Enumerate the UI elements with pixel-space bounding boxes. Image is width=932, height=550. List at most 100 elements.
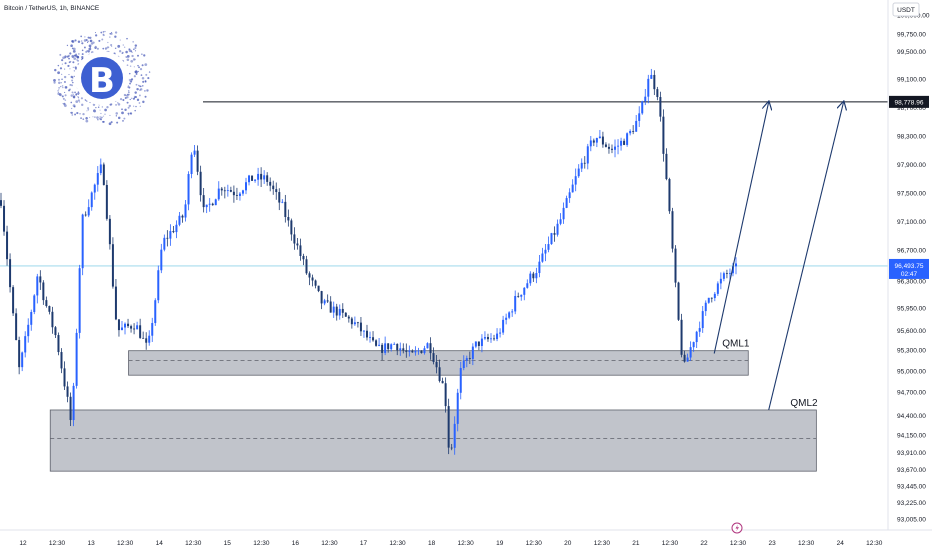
price-tick-label: 93,910.00 bbox=[897, 450, 926, 457]
candle-body bbox=[604, 144, 607, 147]
candle-body bbox=[471, 346, 474, 359]
time-tick-label: 24 bbox=[837, 540, 845, 547]
logo-sparkle bbox=[58, 89, 60, 91]
logo-sparkle bbox=[128, 93, 130, 96]
logo-sparkle bbox=[134, 58, 136, 61]
candle-body bbox=[217, 188, 220, 200]
logo-sparkle bbox=[135, 73, 138, 75]
logo-sparkle bbox=[129, 112, 131, 114]
candle-body bbox=[117, 319, 120, 331]
time-tick-label: 12:30 bbox=[458, 540, 475, 547]
candle-body bbox=[447, 406, 450, 448]
candle-body bbox=[586, 146, 589, 164]
logo-sparkle bbox=[64, 55, 67, 58]
candle-body bbox=[30, 312, 33, 325]
time-tick-label: 14 bbox=[156, 540, 164, 547]
candle-body bbox=[559, 219, 562, 224]
logo-sparkle bbox=[126, 37, 128, 40]
logo-sparkle bbox=[97, 106, 100, 108]
candle-body bbox=[275, 189, 278, 193]
current-price-text: 96,493.75 bbox=[895, 263, 924, 270]
time-tick-label: 12:30 bbox=[185, 540, 202, 547]
logo-sparkle bbox=[86, 49, 89, 52]
price-tick-label: 94,700.00 bbox=[897, 390, 926, 397]
candle-body bbox=[701, 311, 704, 329]
logo-sparkle bbox=[124, 46, 126, 48]
candle-body bbox=[716, 283, 719, 294]
logo-sparkle bbox=[70, 107, 73, 110]
currency-label: USDT bbox=[897, 7, 915, 14]
candle-body bbox=[426, 343, 429, 349]
candle-body bbox=[248, 175, 251, 183]
candle-body bbox=[287, 217, 290, 221]
logo-sparkle bbox=[132, 41, 134, 43]
logo-sparkle bbox=[81, 42, 84, 45]
price-tick-label: 99,750.00 bbox=[897, 32, 926, 39]
logo-sparkle bbox=[133, 97, 136, 99]
price-tick-label: 93,225.00 bbox=[897, 500, 926, 507]
logo-sparkle bbox=[144, 80, 147, 82]
time-tick-label: 12:30 bbox=[730, 540, 747, 547]
candle-body bbox=[69, 396, 72, 421]
logo-sparkle bbox=[99, 109, 101, 111]
candle-body bbox=[541, 253, 544, 262]
lines-layer bbox=[0, 101, 888, 267]
logo-sparkle bbox=[80, 35, 83, 38]
candle-body bbox=[526, 283, 529, 288]
logo-sparkle bbox=[53, 81, 56, 84]
bitcoin-logo: B bbox=[53, 30, 151, 126]
logo-sparkle bbox=[71, 40, 74, 43]
candle-body bbox=[359, 322, 362, 332]
candle-body bbox=[632, 131, 635, 132]
lightning-icon[interactable] bbox=[731, 522, 743, 534]
logo-sparkle bbox=[141, 64, 144, 67]
logo-sparkle bbox=[111, 45, 113, 47]
logo-sparkle bbox=[92, 103, 96, 107]
candle-body bbox=[66, 386, 69, 397]
logo-sparkle bbox=[64, 94, 67, 97]
logo-sparkle bbox=[64, 99, 67, 101]
candle-body bbox=[375, 340, 378, 346]
resistance-price-tag bbox=[889, 95, 929, 108]
logo-sparkle bbox=[62, 97, 65, 100]
candle-body bbox=[45, 300, 48, 307]
candle-body bbox=[317, 285, 320, 292]
logo-sparkle bbox=[147, 77, 150, 80]
logo-sparkle bbox=[72, 61, 75, 64]
logo-sparkle bbox=[59, 85, 62, 88]
candle-body bbox=[438, 367, 441, 381]
price-tick-label: 99,100.00 bbox=[897, 77, 926, 84]
price-axis[interactable]: 93,005.00 93,225.00 93,445.00 93,670.00 93,9… bbox=[897, 13, 930, 524]
logo-sparkle bbox=[102, 34, 105, 37]
logo-sparkle bbox=[75, 93, 78, 96]
logo-sparkle bbox=[71, 91, 74, 94]
candle-body bbox=[505, 317, 508, 320]
candle-body bbox=[202, 195, 205, 208]
logo-sparkle bbox=[61, 95, 63, 97]
candle-body bbox=[662, 116, 665, 154]
logo-sparkle bbox=[110, 103, 113, 106]
candle-body bbox=[689, 347, 692, 358]
logo-sparkle bbox=[114, 35, 117, 38]
logo-sparkle bbox=[77, 40, 80, 43]
candle-body bbox=[550, 233, 553, 245]
logo-sparkle bbox=[100, 31, 103, 34]
time-axis[interactable]: 12 12:30 13 12:30 14 12:30 15 12:30 16 12:30 17 12:… bbox=[19, 540, 882, 547]
logo-sparkle bbox=[59, 53, 62, 56]
candle-body bbox=[499, 332, 502, 334]
currency-button[interactable] bbox=[892, 2, 920, 17]
candle-body bbox=[731, 266, 734, 274]
logo-sparkle bbox=[87, 108, 90, 111]
candle-body bbox=[87, 207, 90, 216]
logo-sparkle bbox=[100, 118, 102, 121]
logo-sparkle bbox=[127, 112, 130, 115]
candle-body bbox=[278, 192, 281, 203]
projection-arrow bbox=[768, 102, 844, 411]
logo-sparkle bbox=[111, 32, 113, 34]
candle-body bbox=[568, 192, 571, 199]
candle-body bbox=[405, 350, 408, 352]
candle-body bbox=[347, 316, 350, 319]
logo-sparkle bbox=[57, 81, 61, 85]
logo-sparkle bbox=[101, 116, 103, 119]
